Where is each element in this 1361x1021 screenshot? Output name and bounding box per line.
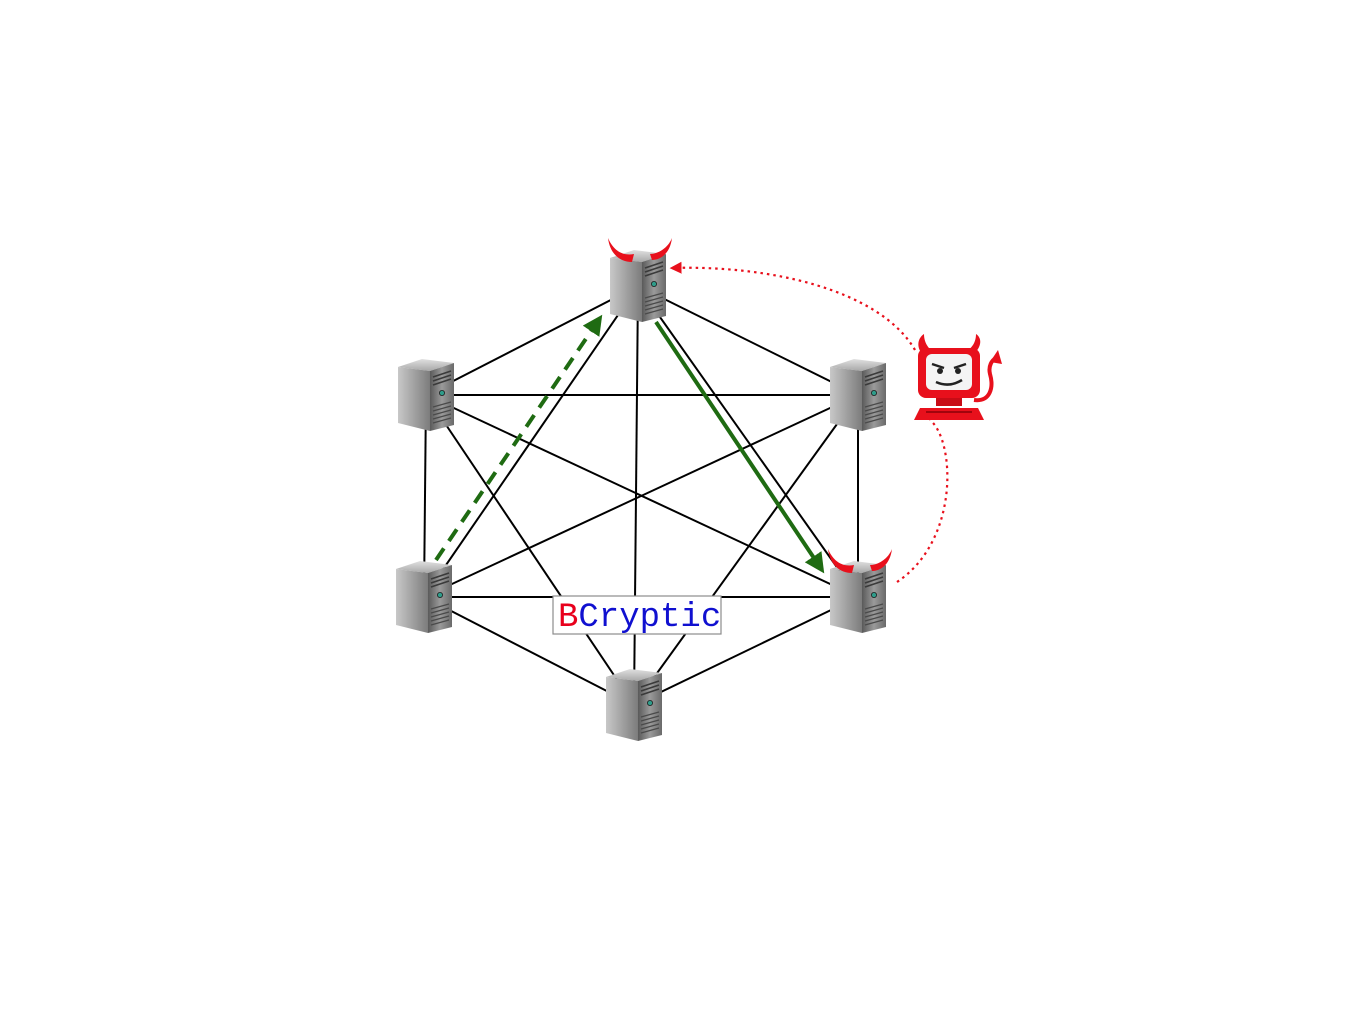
bcryptic-label: BCryptic — [552, 595, 722, 637]
edge-top-lower-right — [637, 285, 859, 598]
server-icon-lower-right — [828, 549, 892, 633]
network-edges — [423, 285, 859, 706]
devil-horns-icon — [608, 238, 672, 262]
edge-top-lower-left — [423, 285, 639, 598]
adversary-control-link — [896, 419, 949, 583]
adversary-control-link-top — [669, 261, 916, 351]
svg-text:BCryptic: BCryptic — [558, 599, 721, 637]
arrow-top-to-lower-right — [654, 320, 825, 574]
edge-lower-right-bottom — [633, 596, 859, 706]
edge-top-upper-right — [637, 285, 859, 396]
label-first-letter: B — [558, 599, 578, 637]
server-icon-upper-left — [398, 359, 454, 431]
edge-upper-left-bottom — [425, 394, 635, 706]
devil-computer-icon — [914, 334, 1002, 420]
server-icon-bottom — [606, 669, 662, 741]
label-rest: Cryptic — [578, 599, 721, 637]
devil-horns-icon — [828, 549, 892, 573]
server-icon-lower-left — [396, 561, 452, 633]
edge-upper-right-bottom — [633, 394, 859, 706]
arrow-lower-left-to-top — [434, 314, 603, 562]
server-icon-top — [608, 238, 672, 322]
edge-top-bottom — [633, 285, 639, 706]
server-icon-upper-right — [830, 359, 886, 431]
message-arrows — [434, 314, 825, 574]
edge-upper-right-lower-left — [423, 394, 859, 598]
server-nodes — [396, 238, 892, 741]
edge-top-upper-left — [425, 285, 639, 396]
edge-lower-left-bottom — [423, 596, 635, 706]
